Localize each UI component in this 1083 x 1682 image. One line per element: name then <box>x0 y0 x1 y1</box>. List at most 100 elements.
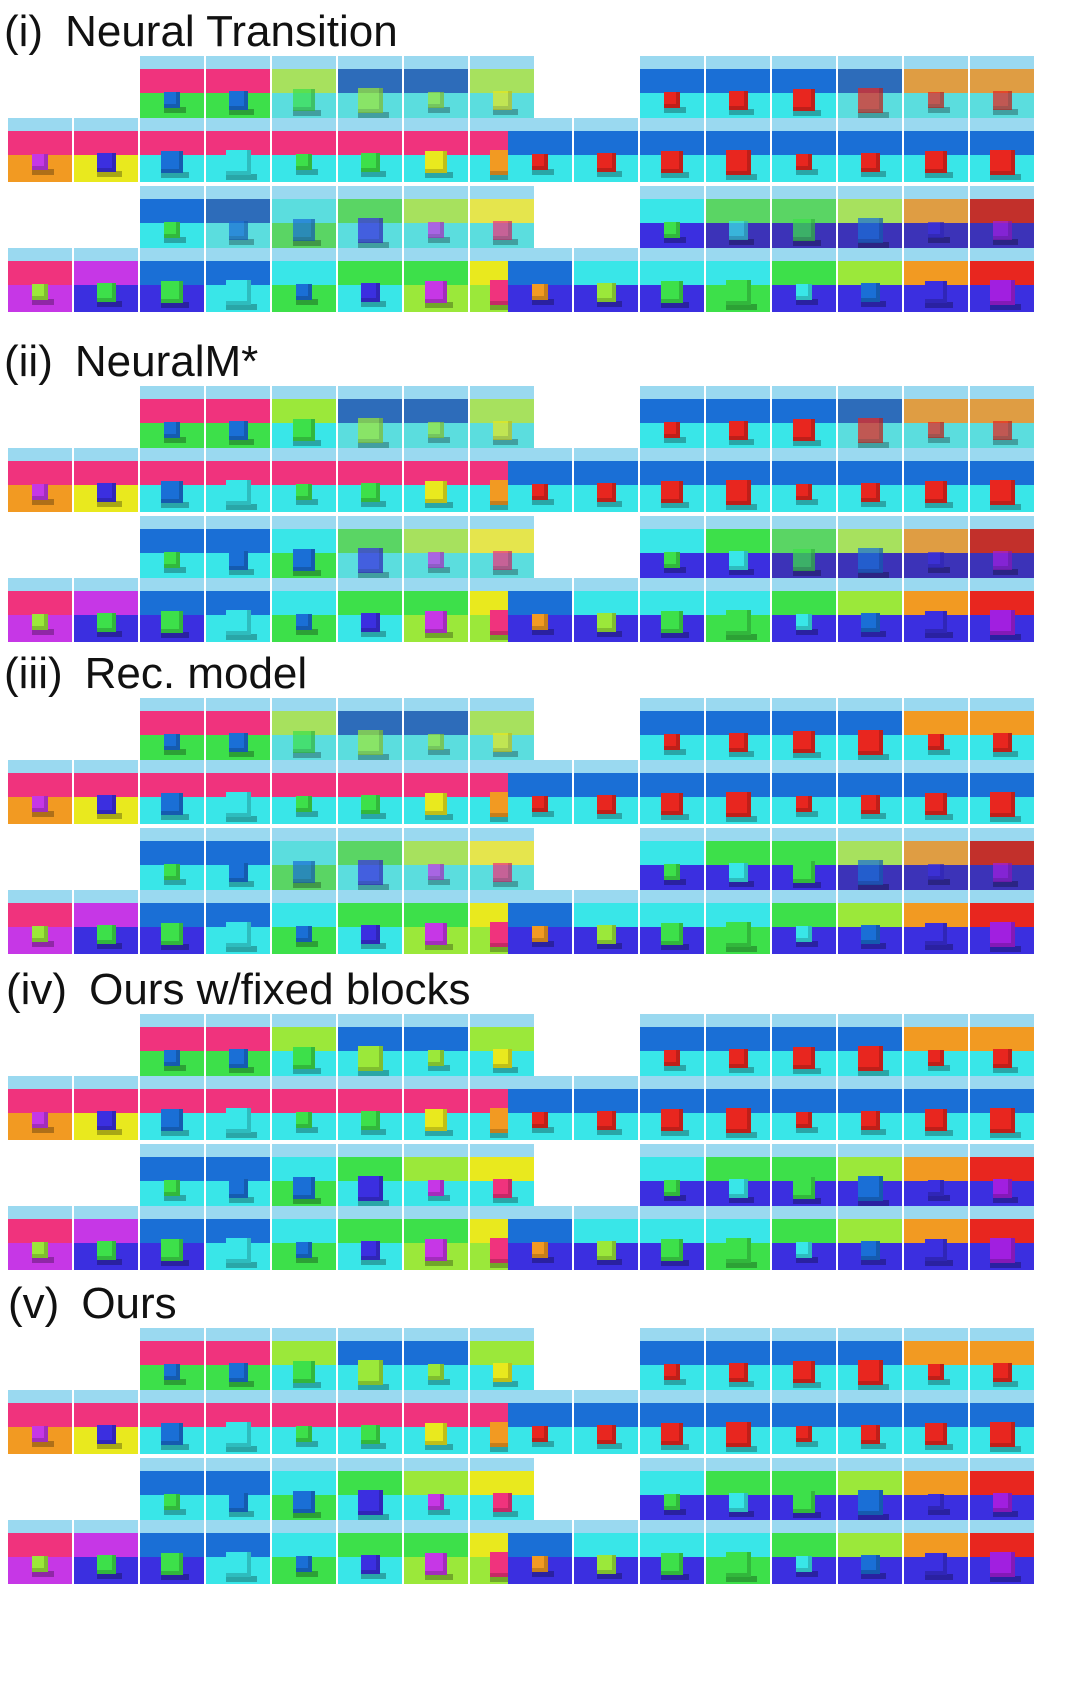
cube-shadow <box>596 500 622 507</box>
sky-band <box>640 516 704 529</box>
sky-band <box>970 1144 1034 1157</box>
scene-wall <box>508 1219 572 1243</box>
cube <box>296 1426 312 1442</box>
cube-shadow <box>793 1068 821 1074</box>
frame-tile <box>640 248 704 312</box>
cube-shadow <box>425 1574 453 1580</box>
cube-shadow <box>793 1512 821 1518</box>
frame-tile <box>706 890 770 954</box>
cube <box>664 1364 680 1380</box>
sky-band <box>272 448 336 461</box>
frame-tile <box>706 1458 770 1522</box>
cube <box>225 1421 251 1447</box>
cube <box>925 1553 947 1575</box>
sky-band <box>574 890 638 903</box>
frame-tile <box>772 1014 836 1078</box>
cube <box>228 732 248 752</box>
cube <box>96 794 116 814</box>
cube-shadow <box>161 814 189 820</box>
cube-shadow <box>532 1127 554 1133</box>
scene-wall <box>640 529 704 553</box>
cube-shadow <box>925 1444 953 1450</box>
cube <box>492 90 512 110</box>
frame-tile <box>640 698 704 762</box>
cube-shadow <box>532 941 554 947</box>
cube-shadow <box>360 630 386 637</box>
sky-band <box>508 760 572 773</box>
scene-wall <box>338 591 402 615</box>
sky-band <box>140 56 204 69</box>
scene-wall <box>404 1341 468 1365</box>
cube <box>225 921 251 947</box>
cube-shadow <box>293 240 321 246</box>
cube-shadow <box>725 173 757 180</box>
sky-band <box>272 56 336 69</box>
cube-shadow <box>164 237 186 243</box>
cube <box>664 864 680 880</box>
scene-wall <box>640 199 704 223</box>
scene-wall <box>904 399 968 423</box>
frame-tile <box>706 1328 770 1392</box>
cube-shadow <box>296 1257 318 1263</box>
frame-tile <box>970 1328 1034 1392</box>
frame-tile <box>140 760 204 824</box>
frame-tile <box>140 248 204 312</box>
cube-shadow <box>928 1379 950 1385</box>
cube <box>661 151 683 173</box>
frame-tile <box>970 1390 1034 1454</box>
frame-tile <box>404 56 468 120</box>
section-name: NeuralM* <box>74 337 259 386</box>
cube <box>492 220 512 240</box>
cube-shadow <box>596 170 622 177</box>
sky-band <box>8 760 72 773</box>
sky-band <box>404 1076 468 1089</box>
cube <box>492 862 512 882</box>
cube-shadow <box>728 568 754 575</box>
frame-tile <box>8 248 72 312</box>
cube-shadow <box>96 942 122 949</box>
cube-shadow <box>925 172 953 178</box>
sky-band <box>206 698 270 711</box>
frame-tile <box>706 1144 770 1208</box>
cube <box>661 1423 683 1445</box>
cube <box>596 1240 616 1260</box>
cube <box>925 793 947 815</box>
scene-wall <box>272 461 336 485</box>
scene-wall <box>8 1219 72 1243</box>
cube-shadow <box>228 238 254 245</box>
cube <box>492 1362 512 1382</box>
cube-shadow <box>489 503 521 510</box>
scene-wall <box>140 399 204 423</box>
sky-band <box>206 118 270 131</box>
frame-tile <box>272 56 336 120</box>
cube <box>992 220 1012 240</box>
cube <box>161 281 183 303</box>
sky-band <box>338 56 402 69</box>
cube-shadow <box>796 941 818 947</box>
cube <box>164 92 180 108</box>
cube-shadow <box>161 1130 189 1136</box>
frame-tile <box>206 1206 270 1270</box>
frame-tile <box>706 516 770 580</box>
cube <box>428 552 444 568</box>
sky-band <box>338 1014 402 1027</box>
cube-shadow <box>357 1383 389 1390</box>
sky-band <box>772 578 836 591</box>
cube <box>161 1109 183 1131</box>
scene-wall <box>970 1341 1034 1365</box>
sky-band <box>772 1390 836 1403</box>
scene-wall <box>574 1403 638 1427</box>
cube <box>360 612 380 632</box>
sky-band <box>838 448 902 461</box>
cube-shadow <box>928 749 950 755</box>
frame-tile <box>772 1458 836 1522</box>
sky-band <box>772 56 836 69</box>
cube-shadow <box>925 944 953 950</box>
sky-band <box>272 1520 336 1533</box>
frame-tile <box>970 1014 1034 1078</box>
frame-tile <box>338 118 402 182</box>
sky-band <box>970 1206 1034 1219</box>
cube-shadow <box>428 1065 450 1071</box>
frame-tile <box>206 1390 270 1454</box>
sky-band <box>640 578 704 591</box>
